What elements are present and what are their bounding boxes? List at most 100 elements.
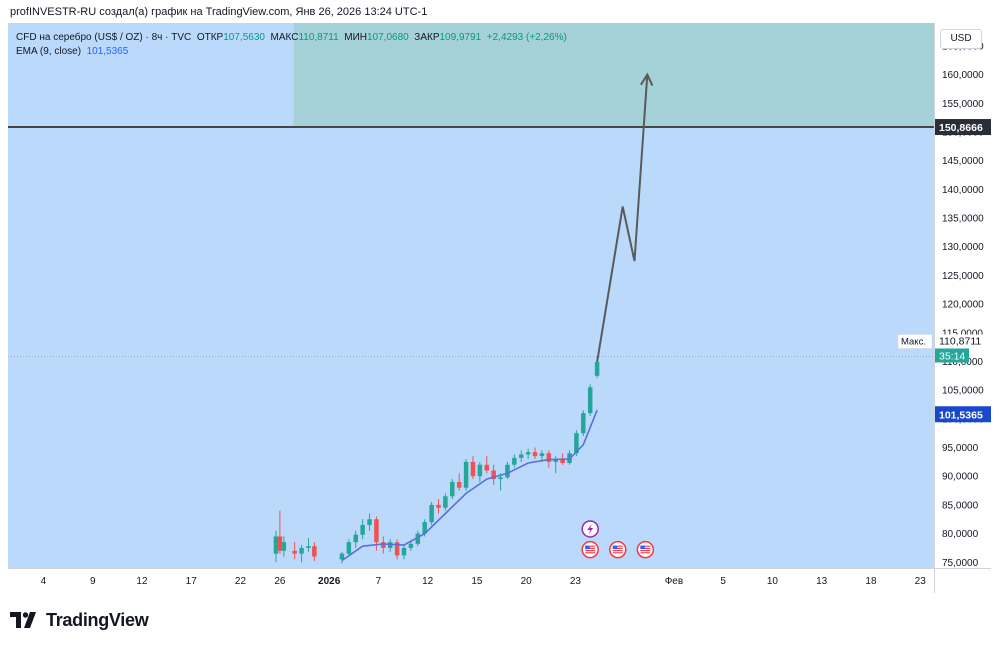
event-flag-stripe [640, 550, 651, 552]
candle-body [505, 464, 510, 478]
x-tick-label: 20 [521, 576, 533, 587]
y-tick-label: 145,0000 [942, 156, 984, 167]
candle [346, 539, 352, 557]
tradingview-logo[interactable]: TradingView [10, 606, 149, 634]
event-flag-circle [636, 540, 655, 559]
event-us-flag-icon [636, 540, 655, 559]
legend-ema-value: 101,5365 [86, 46, 129, 57]
legend-high-label: МАКС [270, 32, 299, 43]
price-chart[interactable]: 75,000080,000085,000090,000095,0000100,0… [8, 23, 991, 593]
candle-body [587, 387, 593, 414]
candle [299, 545, 304, 563]
event-flash-bolt [587, 523, 594, 534]
y-tick-label: 90,0000 [942, 472, 979, 483]
candle [408, 540, 414, 551]
ema-line [341, 409, 598, 562]
candle [587, 384, 593, 416]
candle [581, 410, 586, 437]
candle-body [374, 519, 379, 543]
candle-body [450, 481, 455, 497]
event-flag-circle [609, 540, 627, 559]
x-tick-label: 15 [471, 576, 483, 587]
legend-symbol[interactable]: CFD на серебро (US$ / OZ) · 8ч · TVC [16, 32, 192, 43]
candle-body [491, 470, 496, 480]
candle [456, 473, 462, 491]
candle-body [484, 464, 490, 471]
y-tick-label: 120,0000 [942, 300, 984, 311]
y-tick-label: 140,0000 [942, 185, 984, 196]
candle [312, 542, 317, 562]
x-tick-label: 2026 [318, 576, 341, 587]
candle-body [463, 461, 469, 488]
candle-body [574, 433, 579, 454]
y-tick-label: 135,0000 [942, 214, 984, 225]
candle [525, 448, 531, 459]
candle [484, 456, 490, 474]
x-tick-label: 17 [186, 576, 198, 587]
candle [518, 450, 524, 462]
candle-body [581, 413, 586, 434]
candle [532, 447, 538, 459]
tradingview-logo-icon [10, 612, 36, 628]
candle-body [312, 546, 317, 557]
candle [491, 464, 496, 485]
ema-price-badge-text: 101,5365 [939, 409, 983, 421]
candle [273, 530, 279, 563]
candle-body [539, 453, 545, 457]
legend-open-value: 107,5630 [223, 32, 265, 43]
candle-body [422, 522, 427, 534]
candle [505, 461, 510, 480]
event-flag-stripe [640, 547, 651, 549]
price-axis-background [934, 23, 991, 568]
currency-button[interactable]: USD [940, 29, 982, 49]
event-us-flag-icon [581, 540, 599, 559]
candle-body [339, 553, 345, 560]
candle-body [553, 459, 558, 462]
candle-body [512, 457, 517, 465]
event-flag-stripe [585, 547, 596, 549]
y-tick-label: 95,0000 [942, 443, 979, 454]
chart-legend: CFD на серебро (US$ / OZ) · 8ч · TVC ОТК… [16, 31, 567, 59]
candle-body [306, 546, 311, 548]
candle [292, 542, 297, 560]
legend-low-value: 107,0680 [367, 32, 409, 43]
event-flag-stripe [612, 550, 623, 552]
projection-arrow-line [596, 74, 649, 363]
countdown-text: 35:14 [939, 350, 965, 362]
event-flag-stripe [640, 545, 651, 547]
legend-ema-row: EMA (9, close) 101,5365 [16, 45, 567, 59]
x-tick-label: 4 [41, 576, 47, 587]
event-flag-stripe [585, 552, 596, 554]
event-flag-stripe [585, 545, 596, 547]
event-flash-icon [581, 520, 599, 538]
y-tick-label: 75,0000 [942, 558, 979, 569]
chart-area[interactable]: 75,000080,000085,000090,000095,0000100,0… [8, 23, 991, 593]
event-flag-stripe [640, 552, 651, 554]
candle [512, 454, 517, 468]
event-flag-circle [581, 540, 599, 559]
x-tick-label: 7 [376, 576, 382, 587]
high-value-bg [935, 334, 991, 349]
candle-body [292, 550, 297, 554]
candle-body [401, 547, 407, 556]
event-flag-canton [585, 545, 590, 550]
legend-ema-label[interactable]: EMA (9, close) [16, 46, 82, 57]
y-tick-label: 160,0000 [942, 70, 984, 81]
candle-body [532, 452, 538, 457]
legend-high-value: 110,8711 [298, 32, 339, 43]
ema-price-badge-bg [935, 406, 991, 423]
legend-change-value: +2,4293 (+2,26%) [486, 32, 567, 43]
candle [450, 479, 455, 500]
candle-body [436, 504, 441, 508]
candle [339, 551, 345, 564]
y-tick-label: 125,0000 [942, 271, 984, 282]
y-tick-label: 115,0000 [942, 328, 983, 339]
candle [360, 519, 365, 540]
candle-body [360, 524, 365, 535]
y-tick-label: 85,0000 [942, 500, 979, 511]
candle [477, 461, 483, 482]
candle-body [381, 542, 386, 548]
candle-body [443, 496, 448, 508]
legend-open-label: ОТКР [196, 32, 224, 43]
high-label-bg [897, 334, 933, 349]
